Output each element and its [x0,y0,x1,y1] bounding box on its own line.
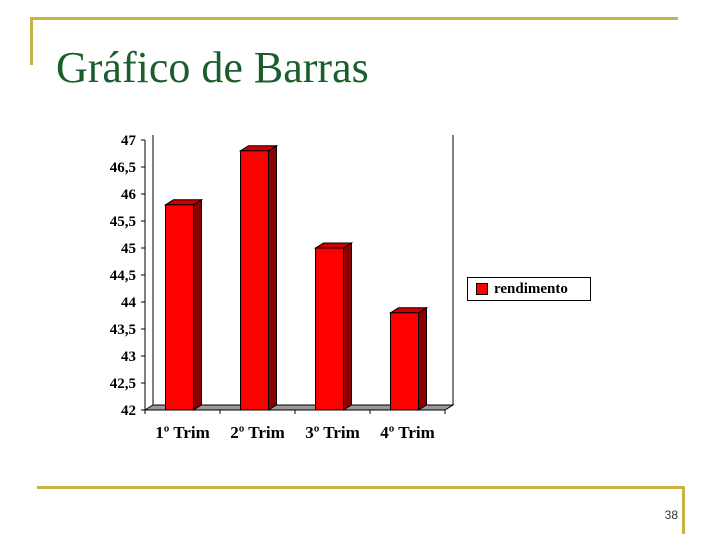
y-tick-label: 46,5 [110,160,136,176]
decorative-bottom-line [37,486,685,489]
y-tick-label: 43,5 [110,322,136,338]
y-tick-label: 44 [121,295,137,311]
y-tick-label: 45 [121,241,136,257]
y-tick-label: 43 [121,349,136,365]
decorative-right-line [682,486,685,534]
x-tick-label: 1º Trim [155,423,210,442]
slide-title: Gráfico de Barras [56,43,369,92]
bar [165,204,194,411]
legend-label: rendimento [494,280,568,297]
y-tick-label: 42,5 [110,376,136,392]
bar [315,247,344,411]
bar-side [418,306,427,411]
x-tick-label: 2º Trim [230,423,285,442]
legend-swatch [476,283,488,295]
x-tick-label: 4º Trim [380,423,435,442]
decorative-top-line [30,17,678,20]
y-tick-label: 46 [121,187,137,203]
bar [390,312,419,411]
y-tick-label: 42 [121,403,136,419]
y-tick-label: 45,5 [110,214,136,230]
page-number: 38 [664,508,678,522]
decorative-left-line [30,17,33,65]
bar-side [343,242,352,411]
chart-legend: rendimento [467,277,591,301]
y-tick-label: 47 [121,133,137,149]
bar-side [193,198,202,411]
x-tick-label: 3º Trim [305,423,360,442]
y-tick-label: 44,5 [110,268,136,284]
bar [240,150,269,411]
bar-side [268,144,277,411]
